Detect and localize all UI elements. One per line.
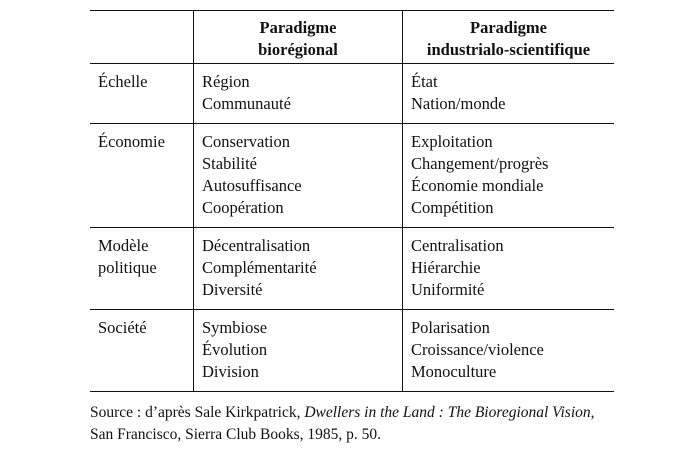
table-row: Économie Conservation Stabilité Autosuffisa…	[90, 123, 615, 228]
comparison-table: Paradigme biorégional Paradigme industri…	[90, 10, 614, 392]
header-line: Paradigme	[470, 18, 547, 37]
table-row: Modèle politique Décentralisation Complémen…	[90, 227, 615, 310]
cell-line: Changement/progrès	[411, 154, 549, 173]
row-label: Société	[90, 310, 194, 392]
source-title: Dwellers in the Land : The Bioregional V…	[304, 404, 591, 421]
industrial-cell: Centralisation Hiérarchie Uniformité	[403, 228, 615, 310]
cell-line: Symbiose	[202, 318, 268, 337]
cell-line: Modèle	[98, 236, 149, 255]
bioregional-cell: Région Communauté	[193, 63, 403, 124]
source-prefix: Source : d’après Sale Kirkpatrick,	[90, 404, 305, 421]
cell-line: Diversité	[202, 280, 263, 299]
cell-line: Région	[202, 72, 250, 91]
cell-line: Croissance/violence	[411, 340, 544, 359]
cell-line: Coopération	[202, 198, 284, 217]
cell-line: politique	[98, 258, 157, 277]
table-row: Société Symbiose Évolution Division Polarisa…	[90, 309, 615, 392]
cell-line: Polarisation	[411, 318, 490, 337]
row-label: Économie	[90, 124, 194, 228]
cell-line: Conservation	[202, 132, 290, 151]
cell-line: Uniformité	[411, 280, 485, 299]
header-line: biorégional	[258, 40, 338, 59]
bioregional-cell: Symbiose Évolution Division	[193, 309, 403, 392]
bioregional-cell: Décentralisation Complémentarité Diversité	[193, 227, 403, 310]
cell-line: Centralisation	[411, 236, 504, 255]
cell-line: Exploitation	[411, 132, 493, 151]
industrial-cell: État Nation/monde	[403, 64, 615, 124]
cell-line: Complémentarité	[202, 258, 317, 277]
source-suffix: ,	[590, 404, 595, 421]
row-label: Échelle	[90, 64, 194, 124]
row-label: Modèle politique	[90, 228, 194, 310]
cell-line: Échelle	[98, 72, 148, 91]
cell-line: État	[411, 72, 438, 91]
header-line: Paradigme	[259, 18, 337, 37]
table-row: Échelle Région Communauté État Nation/monde	[90, 63, 615, 124]
header-line: industrialo-scientifique	[426, 40, 591, 59]
cell-line: Compétition	[411, 198, 494, 217]
cell-line: Économie	[98, 132, 165, 151]
cell-line: Nation/monde	[411, 94, 506, 113]
header-industrial: Paradigme industrialo-scientifique	[403, 11, 615, 64]
cell-line: Décentralisation	[202, 236, 311, 255]
cell-line: Autosuffisance	[202, 176, 302, 195]
bioregional-cell: Conservation Stabilité Autosuffisance Coopé…	[193, 123, 403, 228]
cell-line: Hiérarchie	[411, 258, 481, 277]
cell-line: Monoculture	[411, 362, 497, 381]
industrial-cell: Exploitation Changement/progrès Économie m…	[403, 124, 615, 228]
source-line2: San Francisco, Sierra Club Books, 1985, …	[90, 426, 382, 443]
cell-line: Évolution	[202, 340, 268, 359]
header-empty	[90, 11, 194, 64]
header-bioregional: Paradigme biorégional	[193, 10, 403, 64]
cell-line: Stabilité	[202, 154, 257, 173]
cell-line: Communauté	[202, 94, 291, 113]
cell-line: Économie mondiale	[411, 176, 544, 195]
cell-line: Société	[98, 318, 147, 337]
cell-line: Division	[202, 362, 259, 381]
header-row: Paradigme biorégional Paradigme industri…	[90, 10, 615, 64]
source-note: Source : d’après Sale Kirkpatrick, Dwell…	[90, 402, 670, 446]
industrial-cell: Polarisation Croissance/violence Monocultu…	[403, 310, 615, 392]
